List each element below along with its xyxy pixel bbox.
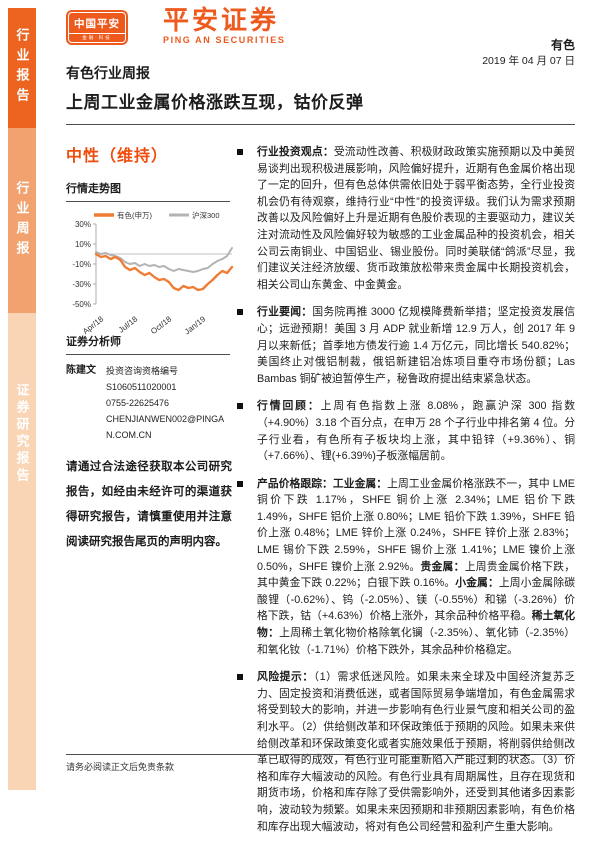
ribbon-label: 行业报告 [14,28,30,108]
analyst-row: 陈建文 投资咨询资格编号 S1060511020001 0755-2262547… [66,363,230,443]
brand-block: 平安证券 PING AN SECURITIES [163,6,285,45]
report-summary-list: 行业投资观点：受流动性改善、积极财政政策实施预期以及中美贸易谈判出现积极进展影响… [237,144,575,846]
ribbon-label: 行业周报 [14,180,30,261]
chart-section-title: 行情走势图 [66,180,230,202]
sector-tag: 有色 [550,38,575,52]
bullet-square-icon [237,149,243,155]
chart-section: 行情走势图 有色(申万) 沪深300 30% 10% -10% -30% -50% Apr/1… [66,180,234,341]
report-bullet: 行业投资观点：受流动性改善、积极财政政策实施预期以及中美贸易谈判出现积极进展影响… [237,144,575,293]
ribbon-securities-research: 证券研究报告 [8,313,36,790]
analyst-section-title: 证券分析师 [66,333,230,355]
bullet-square-icon [237,480,243,487]
channel-disclaimer: 请通过合法途径获取本公司研究报告，如经由未经许可的渠道获得研究报告，请慎重使用并… [66,461,232,548]
svg-text:-30%: -30% [72,280,91,289]
brand-name-en: PING AN SECURITIES [163,35,286,45]
report-bullet: 风险提示：（1）需求低迷风险。如果未来全球及中国经济复苏乏力、固定投资和消费低迷… [237,669,575,835]
svg-text:有色(申万): 有色(申万) [117,210,152,220]
analyst-license-no: S1060511020001 [106,382,177,392]
rating-badge: 中性（维持） [66,148,169,165]
report-bullet: 行情回顾：上周有色指数上涨 8.08%，跑赢沪深 300 指数（+4.90%）3… [237,398,575,464]
svg-text:30%: 30% [75,220,91,229]
svg-text:沪深300: 沪深300 [192,210,220,220]
analyst-section: 证券分析师 陈建文 投资咨询资格编号 S1060511020001 0755-2… [66,333,230,443]
svg-text:Jul/18: Jul/18 [117,314,140,335]
pingan-logo-frame: 中国平安 金融·科技 [68,12,126,43]
footer-divider [66,754,575,755]
report-date: 2019 年 04 月 07 日 [482,55,575,67]
title-divider [66,124,575,125]
bullet-square-icon [237,403,243,410]
bullet-square-icon [237,309,243,316]
bullet-square-icon [237,674,243,681]
svg-text:-50%: -50% [72,300,91,309]
brand-name-cn: 平安证券 [163,5,280,35]
report-bullet: 行业要闻：国务院再推 3000 亿规模降费新举措；坚定投资发展信心；远逊预期！美… [237,304,575,387]
analyst-phone: 0755-22625476 [106,398,170,408]
footer-note: 请务必阅读正文后免责条款 [66,762,175,772]
analyst-license-label: 投资咨询资格编号 [106,366,179,376]
report-bullet: 产品价格跟踪：工业金属：上周工业金属价格涨跌不一，其中 LME 铜价下跌 1.1… [237,476,575,659]
report-type: 有色行业周报 [66,65,150,81]
ribbon-industry-weekly: 行业周报 [8,128,36,313]
pingan-logo: 中国平安 金融·科技 [66,10,128,45]
ribbon-industry-report: 行业报告 [8,8,36,128]
trend-chart: 有色(申万) 沪深300 30% 10% -10% -30% -50% Apr/18 Jul/1… [66,208,234,341]
analyst-name: 陈建文 [66,365,96,376]
svg-text:10%: 10% [75,240,91,249]
analyst-email: CHENJIANWEN002@PINGAN.COM.CN [106,414,225,440]
pingan-logo-text: 中国平安 [74,18,120,30]
svg-text:-10%: -10% [72,260,91,269]
page-title: 上周工业金属价格涨跌互现，钴价反弹 [66,93,364,112]
ribbon-label: 证券研究报告 [14,383,30,485]
analyst-info: 投资咨询资格编号 S1060511020001 0755-22625476 CH… [106,363,230,443]
pingan-logo-tagline: 金融·科技 [69,33,125,42]
